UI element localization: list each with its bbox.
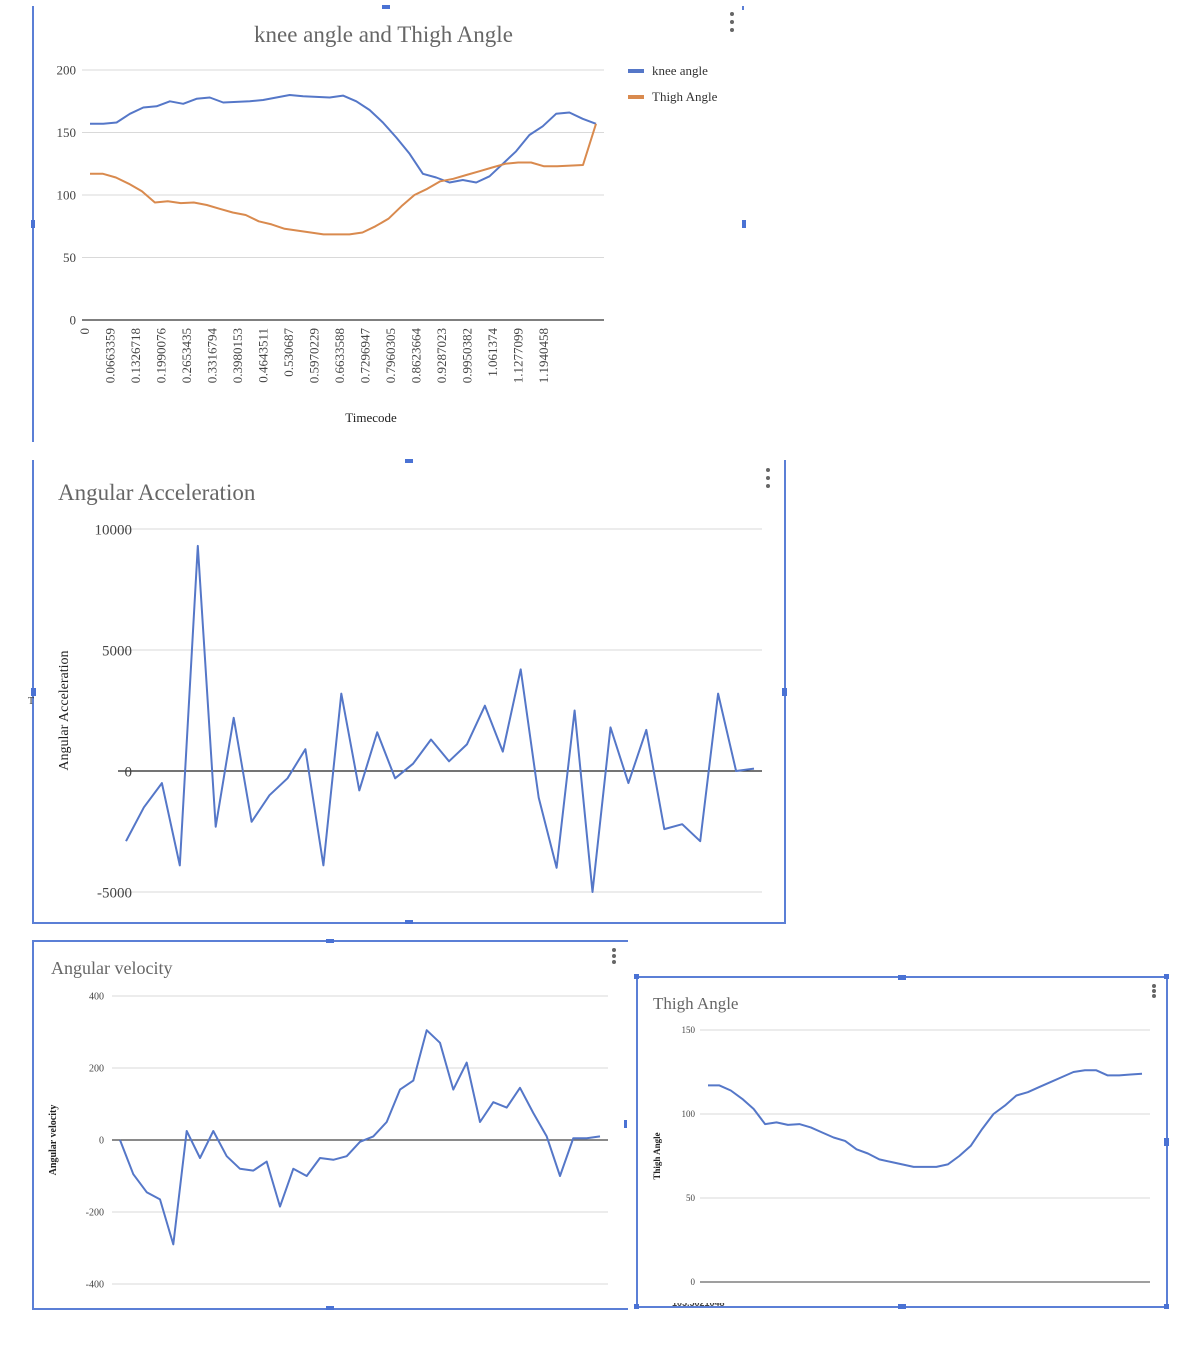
knee-thigh-chart: 0 50 100 150 200 0 0.0663359 0.1326718 0.1990076… xyxy=(57,63,604,425)
panel-frame-right xyxy=(742,6,744,10)
y-tick-label: 0 xyxy=(125,764,133,780)
thigh-angle-chart-panel[interactable]: Thigh Angle 105.5021048 0 50 100 150 Thigh A… xyxy=(634,974,1169,1309)
y-tick-label: 150 xyxy=(57,125,77,140)
chart-title: Angular velocity xyxy=(51,958,173,978)
chart-title: Thigh Angle xyxy=(653,994,739,1013)
x-tick-label: 0.5970229 xyxy=(307,328,322,383)
y-tick-label: 50 xyxy=(686,1193,696,1203)
x-tick-label: 0.6633588 xyxy=(332,328,347,383)
series-line-knee-angle xyxy=(90,94,597,184)
x-tick-label: 0 xyxy=(77,328,92,335)
y-tick-label: 0 xyxy=(70,313,77,328)
chart-legend: knee angle Thigh Angle xyxy=(628,58,717,110)
legend-label: Thigh Angle xyxy=(652,89,718,104)
series-line-angular-acceleration xyxy=(125,544,755,893)
chart-title: knee angle and Thigh Angle xyxy=(254,22,513,47)
panel-frame-left xyxy=(32,940,34,1310)
angular-acceleration-chart-panel[interactable]: Angular Acceleration T -5000 0 5000 10000 An… xyxy=(28,459,787,924)
panel-frame-left xyxy=(636,976,638,1308)
resize-handle-top[interactable] xyxy=(405,459,413,463)
legend-item-knee-angle: knee angle xyxy=(628,58,717,84)
y-tick-label: 200 xyxy=(57,63,77,78)
resize-handle-right[interactable] xyxy=(1164,1138,1169,1146)
y-tick-label: 0 xyxy=(691,1277,696,1287)
y-tick-label: 150 xyxy=(682,1025,696,1035)
more-vert-icon[interactable] xyxy=(764,468,772,490)
series-line-thigh-angle xyxy=(90,123,597,236)
resize-handle-corner-br[interactable] xyxy=(1164,1304,1169,1309)
knee-thigh-chart-panel[interactable]: knee angle and Thigh Angle knee angle Th… xyxy=(31,5,746,442)
x-tick-label: 0.3316794 xyxy=(205,328,220,384)
y-tick-label: 10000 xyxy=(95,522,133,538)
angular-velocity-chart-panel[interactable]: Angular velocity -400 -200 0 200 400 Angular … xyxy=(32,939,628,1310)
x-tick-label: 0.3980153 xyxy=(230,328,245,383)
resize-handle-right[interactable] xyxy=(782,688,787,696)
chart-title: Angular Acceleration xyxy=(58,480,256,505)
x-tick-label: 1.1940458 xyxy=(536,328,551,383)
resize-handle-left[interactable] xyxy=(31,688,36,696)
y-tick-label: 50 xyxy=(63,250,76,265)
y-tick-label: 100 xyxy=(57,188,77,203)
x-tick-label: 0.2653435 xyxy=(179,328,194,383)
y-axis-title: Angular velocity xyxy=(48,1105,59,1176)
resize-handle-corner-tr[interactable] xyxy=(1164,974,1169,979)
resize-handle-left[interactable] xyxy=(31,220,35,228)
more-vert-icon[interactable] xyxy=(610,948,618,970)
resize-handle-right[interactable] xyxy=(624,1120,627,1128)
x-tick-label: 0.530687 xyxy=(281,328,296,377)
y-tick-label: 200 xyxy=(89,1064,104,1075)
x-axis-title: Timecode xyxy=(345,410,397,425)
y-tick-label: -200 xyxy=(86,1208,104,1219)
legend-swatch-thigh xyxy=(628,95,644,99)
y-tick-label: 5000 xyxy=(102,643,132,659)
legend-item-thigh-angle: Thigh Angle xyxy=(628,84,717,110)
resize-handle-bottom[interactable] xyxy=(898,1304,906,1309)
y-tick-label: -5000 xyxy=(97,885,132,901)
y-axis-title: Thigh Angle xyxy=(652,1132,662,1179)
resize-handle-bottom[interactable] xyxy=(405,920,413,924)
resize-handle-right[interactable] xyxy=(742,220,746,228)
x-tick-label: 1.1277099 xyxy=(511,328,526,383)
y-tick-label: 100 xyxy=(682,1109,696,1119)
series-line-thigh-angle xyxy=(708,1069,1143,1168)
legend-label: knee angle xyxy=(652,63,708,78)
y-axis-title: Angular Acceleration xyxy=(57,650,72,770)
x-tick-label: 0.7960305 xyxy=(383,328,398,383)
resize-handle-top[interactable] xyxy=(326,939,334,943)
series-line-angular-velocity xyxy=(119,1029,601,1246)
x-tick-label: 0.1326718 xyxy=(128,328,143,383)
more-vert-icon[interactable] xyxy=(1150,984,1158,1006)
resize-handle-corner-tl[interactable] xyxy=(634,974,639,979)
y-tick-label: -400 xyxy=(86,1280,104,1291)
x-tick-label: 0.7296947 xyxy=(358,328,373,384)
x-tick-label: 0.8623664 xyxy=(409,328,424,384)
x-tick-label: 0.4643511 xyxy=(256,328,271,383)
x-tick-label: 0.9950382 xyxy=(460,328,475,383)
stray-bottom-label: 105.5021048 xyxy=(672,1298,725,1308)
resize-handle-top[interactable] xyxy=(898,975,906,980)
x-tick-label: 0.9287023 xyxy=(434,328,449,383)
angular-velocity-chart: -400 -200 0 200 400 Angular velocity xyxy=(48,992,608,1291)
resize-handle-corner-bl[interactable] xyxy=(634,1304,639,1309)
x-tick-label: 0.0663359 xyxy=(103,328,118,383)
thigh-angle-chart: 0 50 100 150 Thigh Angle xyxy=(652,1025,1150,1287)
angular-acceleration-chart: -5000 0 5000 10000 Angular Acceleration xyxy=(57,522,762,901)
stray-marker: T xyxy=(28,696,35,707)
resize-handle-bottom[interactable] xyxy=(326,1306,334,1310)
more-vert-icon[interactable] xyxy=(728,12,736,34)
y-tick-label: 400 xyxy=(89,992,104,1003)
legend-swatch-knee xyxy=(628,69,644,73)
y-tick-label: 0 xyxy=(99,1136,104,1147)
resize-handle-top[interactable] xyxy=(382,5,390,9)
x-tick-label: 1.061374 xyxy=(485,328,500,377)
x-tick-label: 0.1990076 xyxy=(154,328,169,384)
